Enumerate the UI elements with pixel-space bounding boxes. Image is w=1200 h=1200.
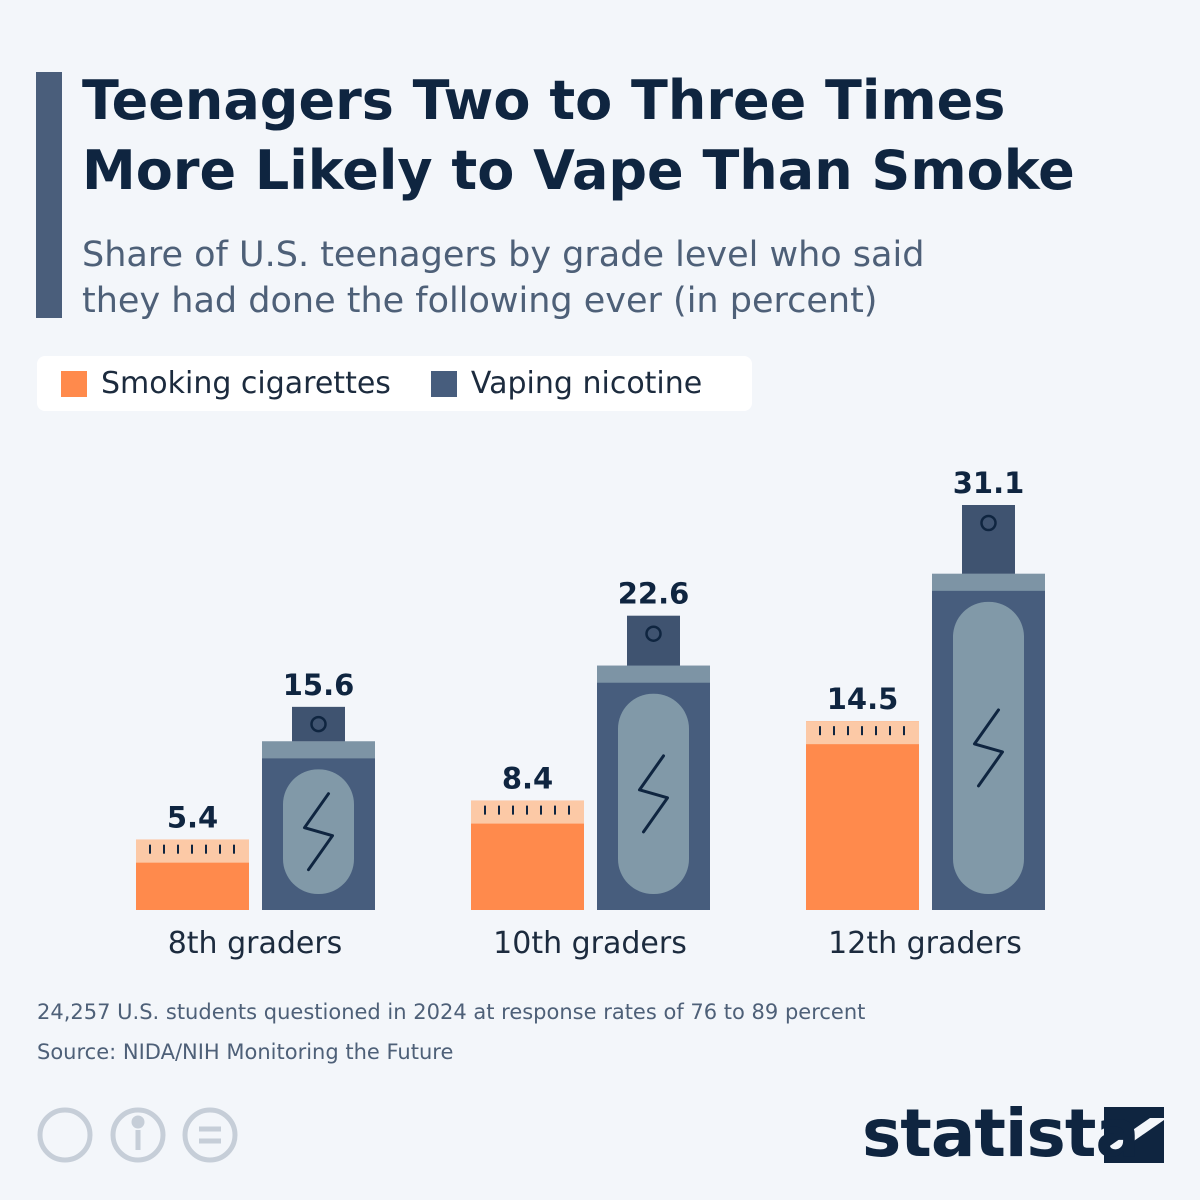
vape-cap <box>932 573 1045 591</box>
value-label: 14.5 <box>827 682 899 716</box>
vape-hole <box>310 715 327 733</box>
brand: statista <box>862 1095 1140 1172</box>
vape-bolt <box>973 708 1004 788</box>
vape-mouthpiece <box>292 706 345 742</box>
vape-hole <box>645 625 662 642</box>
value-label: 5.4 <box>167 801 218 835</box>
value-label: 31.1 <box>953 466 1025 500</box>
legend-item: Vaping nicotine <box>430 366 703 401</box>
legend-label: Smoking cigarettes <box>101 366 391 401</box>
value-label: 8.4 <box>502 762 553 796</box>
vape-cap <box>597 665 710 683</box>
value-label: 15.6 <box>283 668 355 702</box>
bar <box>932 505 1045 910</box>
vape-bolt <box>303 792 334 872</box>
vape-cap <box>262 741 375 759</box>
legend-item: Smoking cigarettes <box>61 366 391 401</box>
legend-swatch <box>61 370 87 397</box>
bar <box>262 706 375 910</box>
title-accent <box>36 72 62 318</box>
license-icons <box>37 1107 238 1163</box>
note: 24,257 U.S. students questioned in 2024 … <box>37 1000 866 1024</box>
source: Source: NIDA/NIH Monitoring the Future <box>37 1040 454 1064</box>
vape-hole <box>980 514 997 532</box>
x-tick-label: 12th graders <box>828 926 1022 961</box>
subtitle: Share of U.S. teenagers by grade level w… <box>82 235 925 321</box>
legend-label: Vaping nicotine <box>470 366 703 401</box>
bar <box>806 721 919 910</box>
legend-swatch <box>430 370 457 397</box>
brand-icon <box>1104 1107 1164 1163</box>
title: Teenagers Two to Three Times More Likely… <box>82 69 1075 202</box>
value-label: 22.6 <box>618 577 690 611</box>
legend: Smoking cigarettes Vaping nicotine <box>37 356 752 411</box>
x-tick-label: 10th graders <box>493 926 687 961</box>
x-tick-label: 8th graders <box>168 926 343 961</box>
vape-bolt <box>638 754 669 834</box>
bar <box>597 615 710 910</box>
